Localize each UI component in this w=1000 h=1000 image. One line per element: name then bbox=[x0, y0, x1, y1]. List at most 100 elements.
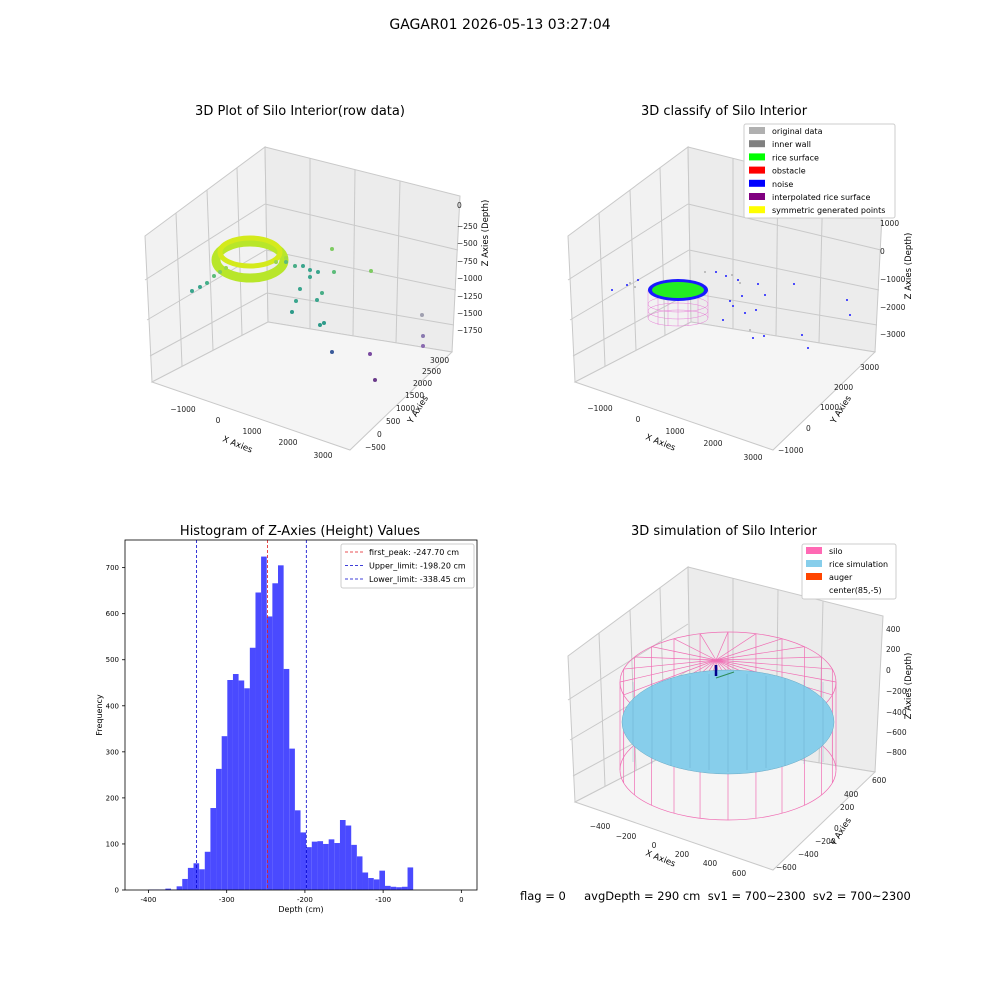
panel1-xtick: 2000 bbox=[278, 438, 297, 447]
panel2-legend-label: inner wall bbox=[772, 140, 811, 149]
panel2-legend-label: obstacle bbox=[772, 167, 806, 176]
panel1-point bbox=[332, 270, 336, 274]
histogram-bar bbox=[356, 856, 363, 890]
panel2-legend-swatch bbox=[749, 193, 765, 200]
panel2-rice-surface bbox=[652, 282, 704, 298]
panel4-auger bbox=[714, 665, 735, 679]
panel1-axes-box bbox=[144, 146, 461, 451]
histogram-ytick-label: 100 bbox=[106, 840, 119, 848]
panel1-xtick: 3000 bbox=[313, 451, 332, 460]
panel4-ytick: −600 bbox=[776, 863, 797, 872]
panel2-legend-swatch bbox=[749, 153, 765, 161]
histogram-bar bbox=[199, 869, 205, 890]
panel2-ticks: −1000 0 1000 2000 3000 −1000 0 1000 2000… bbox=[587, 219, 905, 462]
panel1-point bbox=[218, 270, 222, 274]
panel1-point bbox=[322, 321, 326, 325]
histogram-frame bbox=[124, 539, 478, 891]
histogram-bar bbox=[351, 844, 357, 890]
histogram-bar bbox=[283, 668, 290, 890]
histogram-bar bbox=[407, 867, 414, 890]
panel1-point bbox=[224, 266, 228, 270]
panel4-title: 3D simulation of Silo Interior bbox=[631, 524, 817, 539]
panel2-legend-swatch bbox=[749, 206, 765, 214]
panel1-ytick: 3000 bbox=[430, 356, 449, 365]
panel2-original-point bbox=[739, 282, 741, 284]
histogram-bar bbox=[227, 680, 233, 890]
panel1-ztick: −1500 bbox=[457, 309, 483, 318]
panel1-ztick: −1000 bbox=[457, 274, 483, 283]
panel1-xtick: 0 bbox=[216, 416, 221, 425]
panel2-noise-point bbox=[637, 279, 639, 281]
histogram-bar bbox=[249, 647, 256, 890]
histogram-bar bbox=[362, 872, 369, 890]
histogram-bar bbox=[165, 888, 171, 890]
panel1-ztick: 0 bbox=[457, 201, 462, 210]
panel2-ztick: 0 bbox=[880, 247, 885, 256]
panel1-ytick: 2000 bbox=[413, 379, 432, 388]
panel1-point bbox=[301, 264, 305, 268]
histogram-ytick-label: 400 bbox=[106, 702, 119, 710]
panel2-noise-point bbox=[715, 271, 717, 273]
panel1-ztick: −250 bbox=[457, 222, 478, 231]
histogram-bar bbox=[401, 886, 408, 890]
panel4-ytick: −400 bbox=[798, 850, 819, 859]
panel1-ztick: −750 bbox=[457, 257, 478, 266]
panel2-original-point bbox=[629, 282, 631, 284]
histogram-bar bbox=[232, 674, 239, 890]
panel1-point bbox=[420, 313, 424, 317]
panel4-legend-label: rice simulation bbox=[829, 560, 888, 569]
histogram-bar bbox=[300, 832, 307, 890]
panel2-legend-swatch bbox=[749, 140, 765, 148]
panel4-xtick: 600 bbox=[732, 869, 747, 878]
panel4-silo-roof-line bbox=[623, 659, 717, 696]
panel4-xtick: −400 bbox=[590, 822, 611, 831]
panel4-silo-roof-line bbox=[634, 656, 717, 661]
histogram-bar bbox=[216, 768, 222, 890]
panel2-ztick: −1000 bbox=[880, 275, 906, 284]
histogram-bar bbox=[373, 879, 380, 890]
histogram-xtick-label: -100 bbox=[375, 896, 391, 904]
panel4-ztick: −800 bbox=[886, 748, 907, 757]
histogram-legend-label: first_peak: -247.70 cm bbox=[369, 548, 459, 557]
panel1-ring-top bbox=[217, 235, 283, 269]
panel4-silo-roof-line bbox=[715, 659, 837, 683]
histogram-bar bbox=[244, 688, 250, 890]
panel4-ztick: 200 bbox=[886, 645, 901, 654]
panel1-point bbox=[284, 256, 288, 260]
panel2-legend-swatch bbox=[749, 127, 765, 134]
panel4-ztick: 0 bbox=[886, 666, 891, 675]
histogram-bar bbox=[204, 851, 211, 890]
panel4-xtick: 0 bbox=[652, 841, 657, 850]
panel1-ytick: 2500 bbox=[422, 367, 441, 376]
panel2-legend-label: interpolated rice surface bbox=[772, 193, 870, 202]
histogram-ytick-label: 200 bbox=[106, 794, 119, 802]
panel2-xtick: 3000 bbox=[743, 453, 762, 462]
panel1-ytick: 1000 bbox=[396, 404, 415, 413]
panel4-xtick: −200 bbox=[616, 832, 637, 841]
panel4-silo-roof-line bbox=[715, 633, 757, 661]
histogram-bar bbox=[266, 616, 273, 890]
panel4-ylabel: Y Axies bbox=[829, 816, 855, 849]
panel4-xtick: 200 bbox=[675, 850, 690, 859]
histogram-bar bbox=[379, 870, 386, 890]
panel1-points bbox=[190, 235, 425, 382]
panel4-silo-roof-line bbox=[715, 631, 729, 661]
histogram-bar bbox=[306, 847, 312, 890]
panel4-silo-roof-line bbox=[715, 659, 833, 670]
histogram-bar bbox=[272, 583, 279, 890]
histogram-legend-label: Upper_limit: -198.20 cm bbox=[369, 562, 466, 571]
panel2-noise-point bbox=[732, 305, 734, 307]
panel4-legend-swatch bbox=[806, 573, 822, 580]
panel2-interpolated-cylinder bbox=[647, 290, 709, 327]
histogram-xtick-label: 0 bbox=[459, 896, 463, 904]
panel4-silo-roof-line bbox=[651, 646, 717, 661]
panel2-original-point bbox=[704, 271, 706, 273]
panel2-xtick: −1000 bbox=[587, 404, 613, 413]
panel2-legend-label: symmetric generated points bbox=[772, 206, 885, 215]
panel2-noise-point bbox=[729, 300, 731, 302]
panel2-noise-point bbox=[737, 279, 739, 281]
panel4-ytick: 0 bbox=[834, 824, 839, 833]
panel2-noise-point bbox=[801, 334, 803, 336]
histogram-xtick-label: -200 bbox=[297, 896, 313, 904]
panel1-point bbox=[294, 299, 298, 303]
